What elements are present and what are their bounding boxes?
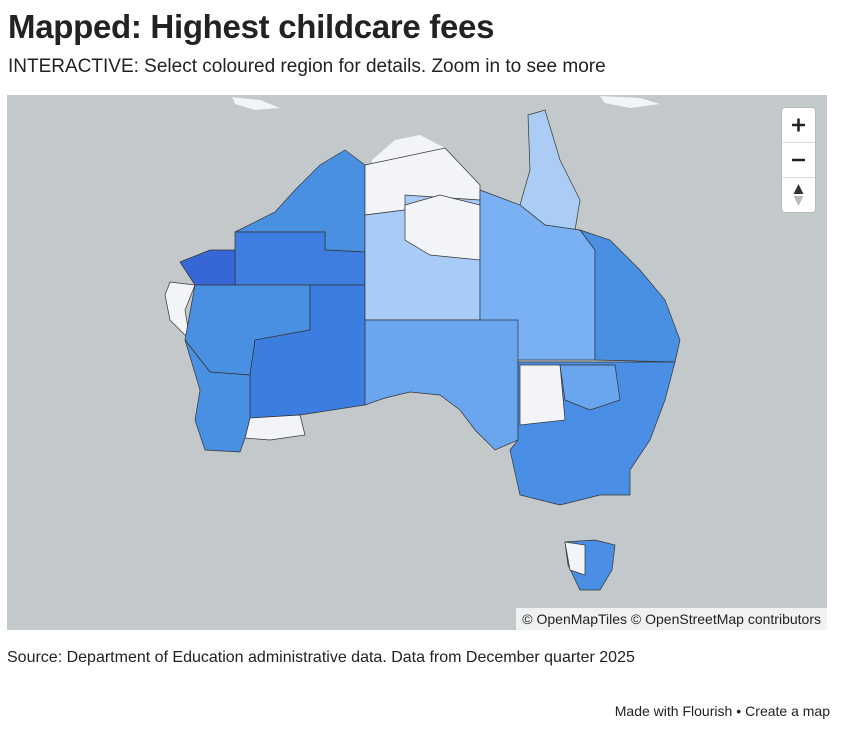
region[interactable] (564, 541, 586, 576)
create-map-link[interactable]: Create a map (745, 703, 830, 719)
region[interactable] (559, 364, 621, 411)
map-layer (164, 96, 681, 591)
region[interactable] (244, 414, 306, 441)
subtitle: INTERACTIVE: Select coloured region for … (8, 56, 606, 77)
region[interactable] (184, 339, 251, 453)
zoom-in-button[interactable] (782, 108, 815, 143)
zoom-control (781, 107, 816, 213)
region[interactable] (179, 249, 236, 286)
zoom-out-button[interactable] (782, 143, 815, 178)
region[interactable] (579, 229, 681, 363)
title: Mapped: Highest childcare fees (8, 8, 495, 45)
attribution[interactable]: © OpenMapTiles © OpenStreetMap contribut… (516, 608, 827, 630)
island (600, 96, 660, 108)
map-canvas (164, 96, 681, 591)
compass-icon (793, 184, 804, 206)
separator: • (736, 703, 742, 719)
zoom-in-icon (792, 118, 805, 132)
island (232, 97, 280, 110)
reset-north-button[interactable] (782, 178, 815, 212)
region[interactable] (364, 319, 519, 451)
footer: Made with Flourish • Create a map (611, 703, 830, 719)
region[interactable] (519, 364, 566, 426)
source-note: Source: Department of Education administ… (7, 649, 635, 666)
flourish-link[interactable]: Made with Flourish (614, 703, 733, 719)
map[interactable]: © OpenMapTiles © OpenStreetMap contribut… (7, 95, 827, 630)
zoom-out-icon (792, 158, 805, 162)
